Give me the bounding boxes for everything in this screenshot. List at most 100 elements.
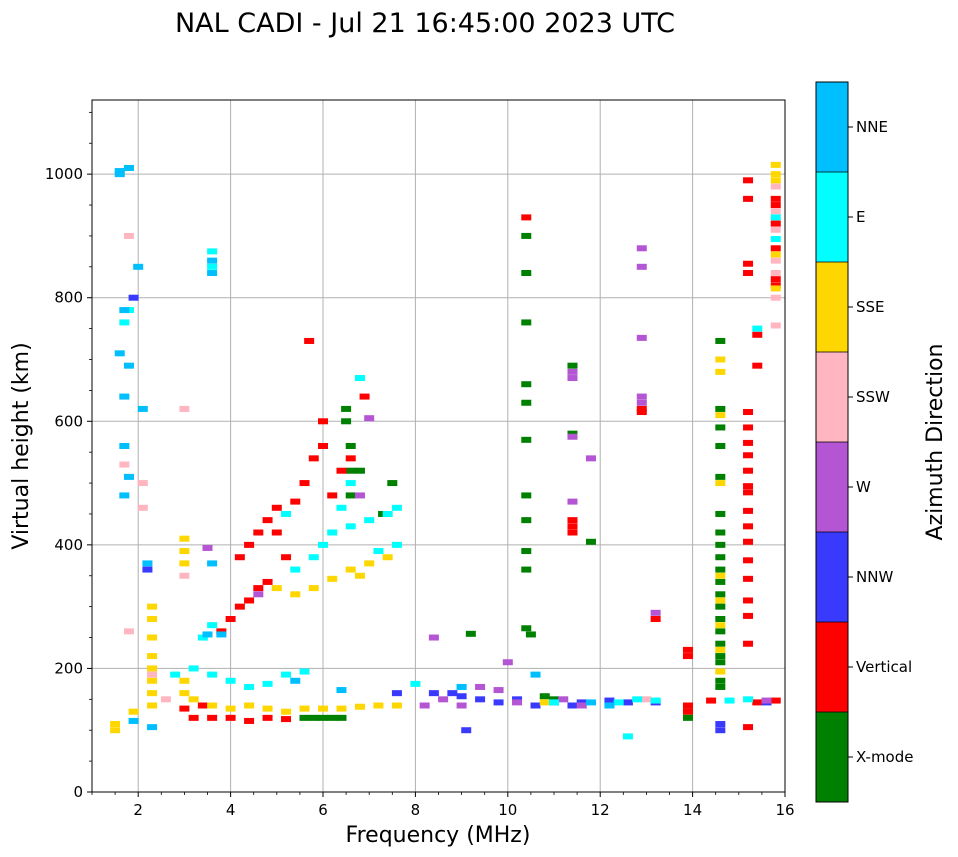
echo-point-x-mode — [521, 517, 532, 524]
echo-point-sse — [327, 575, 338, 582]
echo-point-e — [391, 541, 402, 548]
echo-point-vertical — [318, 443, 328, 449]
echo-point-vertical — [359, 393, 370, 400]
echo-point-e — [345, 523, 356, 530]
chart-title: NAL CADI - Jul 21 16:45:00 2023 UTC — [175, 8, 675, 39]
echo-point-vertical — [327, 492, 338, 499]
echo-point-vertical — [743, 439, 754, 446]
echo-point-nne — [604, 702, 615, 709]
echo-point-e — [170, 671, 181, 678]
echo-point-nne — [123, 164, 134, 171]
echo-point-w — [502, 659, 513, 666]
echo-point-nne — [142, 560, 153, 567]
echo-point-vertical — [244, 717, 255, 724]
echo-point-sse — [147, 665, 158, 672]
echo-point-nne — [114, 350, 125, 357]
y-axis-label: Virtual height (km) — [9, 342, 34, 549]
echo-point-x-mode — [345, 443, 356, 449]
echo-point-vertical — [743, 724, 754, 731]
colorbar-category-label: Vertical — [856, 658, 912, 676]
echo-point-nnw — [456, 693, 467, 700]
colorbar-category-label: W — [856, 478, 871, 496]
echo-point-sse — [770, 161, 781, 168]
echo-point-sse — [262, 705, 273, 712]
colorbar-swatch — [816, 442, 848, 532]
echo-point-x-mode — [567, 362, 578, 369]
echo-point-w — [761, 697, 772, 704]
colorbar-swatch — [816, 352, 848, 442]
echo-point-x-mode — [521, 625, 532, 632]
echo-point-x-mode — [715, 616, 726, 622]
echo-point-vertical — [743, 177, 754, 184]
echo-point-vertical — [216, 628, 227, 635]
echo-point-x-mode — [715, 578, 726, 585]
echo-point-sse — [364, 560, 375, 567]
echo-point-ssw — [770, 183, 781, 190]
echo-point-x-mode — [354, 467, 365, 474]
echo-point-e — [197, 634, 208, 641]
echo-point-e — [207, 671, 218, 678]
echo-point-w — [456, 702, 467, 709]
echo-point-w — [354, 492, 365, 499]
echo-point-vertical — [770, 202, 781, 209]
echo-point-ssw — [160, 696, 171, 703]
echo-point-vertical — [636, 409, 647, 416]
echo-point-sse — [147, 634, 158, 641]
echo-point-x-mode — [341, 405, 352, 412]
echo-point-sse — [715, 356, 726, 363]
echo-point-e — [622, 733, 633, 740]
echo-point-x-mode — [521, 399, 532, 406]
echo-point-x-mode — [585, 538, 596, 545]
data-points-layer — [110, 161, 781, 740]
echo-point-nne — [133, 263, 144, 270]
echo-point-nnw — [428, 690, 439, 697]
echo-point-sse — [715, 597, 726, 604]
echo-point-e — [336, 504, 347, 511]
echo-point-vertical — [743, 507, 754, 514]
echo-point-vertical — [271, 529, 282, 536]
echo-point-vertical — [281, 554, 292, 561]
y-tick-label: 200 — [54, 659, 83, 677]
echo-point-sse — [179, 560, 190, 567]
echo-point-nne — [216, 631, 227, 638]
echo-point-w — [585, 455, 596, 462]
echo-point-x-mode — [715, 591, 726, 598]
echo-point-nne — [147, 724, 158, 731]
axes-layer — [91, 99, 786, 793]
echo-point-vertical — [770, 282, 781, 289]
echo-point-x-mode — [465, 630, 476, 637]
echo-point-sse — [147, 677, 158, 684]
echo-point-e — [207, 622, 218, 629]
echo-point-ssw — [770, 270, 781, 276]
echo-point-e — [632, 696, 643, 703]
echo-point-nne — [207, 270, 218, 276]
echo-point-x-mode — [715, 529, 726, 536]
echo-point-w — [475, 683, 486, 690]
echo-point-nne — [530, 671, 541, 678]
echo-point-e — [770, 236, 781, 243]
echo-point-vertical — [743, 452, 754, 459]
echo-point-x-mode — [549, 696, 559, 703]
colorbar-swatch — [816, 712, 848, 802]
echo-point-nne — [336, 687, 347, 694]
echo-point-vertical — [770, 697, 781, 704]
echo-point-vertical — [743, 467, 754, 474]
echo-point-sse — [770, 171, 781, 178]
echo-point-x-mode — [308, 714, 319, 721]
echo-point-vertical — [770, 276, 781, 283]
echo-point-vertical — [225, 616, 236, 622]
echo-point-nne — [119, 492, 130, 499]
echo-point-vertical — [262, 517, 273, 524]
echo-point-sse — [147, 653, 158, 660]
colorbar-category-label: NNW — [856, 568, 893, 586]
echo-point-w — [636, 393, 647, 400]
echo-point-vertical — [225, 714, 236, 721]
echo-point-vertical — [682, 702, 693, 709]
echo-point-sse — [715, 412, 726, 419]
echo-point-e — [318, 541, 328, 548]
echo-point-w — [438, 696, 449, 703]
echo-point-nnw — [530, 702, 541, 709]
echo-point-e — [752, 325, 763, 332]
echo-point-e — [410, 680, 421, 687]
echo-point-nne — [114, 171, 125, 178]
